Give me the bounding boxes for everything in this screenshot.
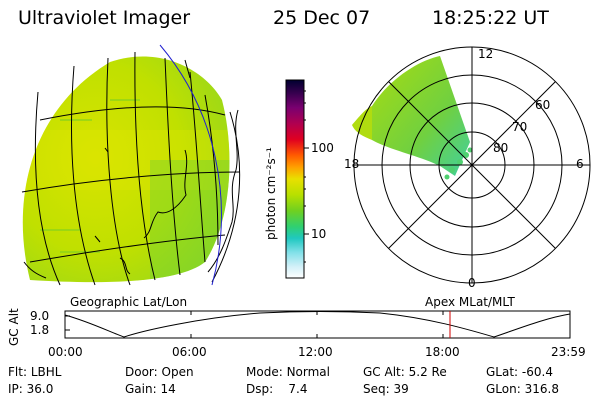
mlt-label-18: 18 <box>344 157 360 171</box>
mlat-label-60: 60 <box>535 98 551 112</box>
timeline-ylabel: GC Alt <box>7 308 21 346</box>
timeline-ytick-1-8: 1.8 <box>30 323 50 337</box>
status-flt: Flt: LBHL <box>8 365 62 379</box>
mlat-label-80: 80 <box>493 141 509 155</box>
observation-date: 25 Dec 07 <box>273 7 371 29</box>
mlt-label-0: 0 <box>468 276 476 290</box>
timeline-xtick-0000: 00:00 <box>48 345 83 359</box>
mlat-label-70: 70 <box>512 120 528 134</box>
colorbar <box>285 79 309 279</box>
geographic-image <box>21 44 241 286</box>
timeline-xtick-0600: 06:00 <box>172 345 207 359</box>
timeline-xtick-2359: 23:59 <box>551 345 586 359</box>
status-mode: Mode: Normal <box>246 365 330 379</box>
polar-panel-label: Apex MLat/MLT <box>425 295 515 309</box>
colorbar-tick-100: 100 <box>311 141 334 155</box>
status-dsp: Dsp: 7.4 <box>246 382 308 396</box>
observation-time: 18:25:22 UT <box>432 7 549 29</box>
status-door: Door: Open <box>125 365 194 379</box>
timeline-xtick-1800: 18:00 <box>425 345 460 359</box>
status-ip: IP: 36.0 <box>8 382 54 396</box>
instrument-title: Ultraviolet Imager <box>18 7 191 29</box>
colorbar-tick-10: 10 <box>311 227 327 241</box>
timeline-ytick-9: 9.0 <box>30 309 50 323</box>
status-glat: GLat: -60.4 <box>486 365 553 379</box>
colorbar-unit-label: photon cm⁻²s⁻¹ <box>264 147 278 240</box>
geo-panel-label: Geographic Lat/Lon <box>70 295 188 309</box>
altitude-timeline <box>64 310 571 339</box>
status-glon: GLon: 316.8 <box>486 382 559 396</box>
status-gain: Gain: 14 <box>125 382 176 396</box>
polar-plot <box>352 46 591 284</box>
mlt-label-6: 6 <box>576 157 584 171</box>
mlt-label-12: 12 <box>478 47 494 61</box>
status-gc-alt: GC Alt: 5.2 Re <box>363 365 447 379</box>
status-seq: Seq: 39 <box>363 382 409 396</box>
timeline-xtick-1200: 12:00 <box>298 345 333 359</box>
